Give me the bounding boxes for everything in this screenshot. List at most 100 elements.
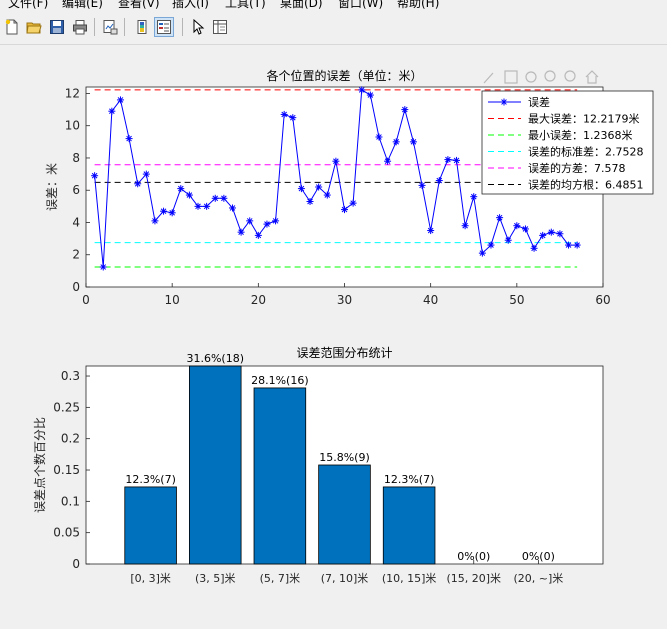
bar (318, 464, 371, 565)
legend-label: 误差的标准差：2.7528 (528, 145, 644, 159)
data-point (573, 241, 581, 249)
y-tick-label: 0.25 (53, 400, 80, 414)
bar-data-label: 12.3%(7) (125, 473, 176, 486)
menu-item-3[interactable]: 插入(I) (172, 0, 209, 10)
y-tick-label: 0 (72, 557, 80, 571)
marker-stroke (229, 205, 236, 211)
toolbar-separator (124, 18, 125, 36)
x-tick-label: 60 (595, 293, 610, 307)
y-tick-label: 10 (65, 119, 80, 133)
marker-stroke (160, 208, 167, 214)
marker-stroke (117, 97, 124, 103)
edit-plot-button[interactable] (188, 17, 208, 37)
data-point (220, 194, 228, 202)
bar-chart-axes: 0 0.05 0.1 0.15 0.2 0.25 0.3 [0, 3]米 12.3%(7) (3,… (32, 346, 604, 585)
bar (253, 387, 307, 565)
data-point (453, 156, 461, 164)
y-axis-label: 误差点个数百分比 (32, 417, 47, 513)
y-tick-label: 0.3 (61, 369, 80, 383)
menu-item-5[interactable]: 桌面(D) (280, 0, 323, 10)
data-point (194, 202, 202, 210)
x-tick-label: (5, 7]米 (260, 572, 301, 585)
marker-stroke (272, 218, 279, 224)
link-plot-button[interactable] (100, 17, 120, 37)
marker-stroke (488, 242, 494, 248)
marker-stroke (298, 185, 305, 192)
marker-stroke (358, 87, 365, 93)
data-point (349, 199, 357, 207)
menu-item-1[interactable]: 编辑(E) (62, 0, 103, 10)
marker-stroke (203, 203, 210, 210)
marker-stroke (402, 106, 408, 113)
data-point (461, 222, 469, 230)
data-point (125, 135, 133, 143)
colorbar-icon (134, 19, 150, 35)
print-figure-button[interactable] (70, 17, 90, 37)
y-tick-label: 6 (72, 183, 80, 197)
new-figure-button[interactable] (2, 17, 22, 37)
data-point (315, 183, 323, 191)
zoom-out-icon (564, 70, 576, 82)
data-point (341, 206, 348, 214)
menu-item-6[interactable]: 窗口(W) (338, 0, 384, 10)
x-tick-label: 10 (165, 293, 180, 307)
marker-stroke (501, 99, 507, 105)
marker-stroke (315, 184, 322, 190)
marker-stroke (445, 156, 451, 163)
data-point (116, 96, 124, 104)
data-point (530, 244, 538, 252)
data-point (237, 228, 245, 236)
y-tick-label: 0.1 (61, 494, 80, 508)
y-tick-label: 0.2 (61, 432, 80, 446)
menu-item-2[interactable]: 查看(V) (118, 0, 160, 10)
data-point (496, 214, 504, 222)
data-point (427, 227, 435, 235)
marker-stroke (479, 250, 486, 256)
x-tick-label: 50 (509, 293, 524, 307)
marker-stroke (557, 230, 563, 237)
marker-stroke (195, 203, 201, 210)
data-point (418, 181, 426, 189)
legend-icon (156, 19, 172, 35)
pan-icon (525, 71, 537, 83)
data-point (254, 231, 262, 239)
y-tick-label: 0 (72, 280, 80, 294)
data-point (289, 114, 297, 122)
marker-stroke (221, 195, 227, 202)
bar (188, 365, 242, 565)
marker-stroke (393, 139, 400, 145)
menu-item-4[interactable]: 工具(T) (225, 0, 266, 10)
menu-item-0[interactable]: 文件(F) (8, 0, 49, 10)
figure-canvas: 0 10 20 30 40 50 60024681012各个位置的误差（单位：米）误差：米误… (32, 68, 654, 585)
data-point (272, 217, 280, 225)
insert-colorbar-button[interactable] (132, 17, 152, 37)
marker-stroke (514, 222, 520, 229)
data-point (160, 207, 168, 215)
figure-toolbar (0, 10, 667, 45)
data-point (323, 191, 331, 199)
x-tick-label: 30 (337, 293, 352, 307)
save-figure-button[interactable] (47, 17, 67, 37)
axes-toolbar (483, 70, 599, 84)
property-inspector-button[interactable] (210, 17, 230, 37)
insert-legend-button[interactable] (154, 17, 174, 37)
marker-stroke (143, 171, 150, 177)
data-point (556, 230, 564, 238)
data-point (203, 202, 211, 210)
data-point (168, 209, 176, 217)
marker-stroke (436, 177, 443, 184)
line-chart-axes: 0 10 20 30 40 50 60 0 2 4 6 8 10 12 各个位置的误差（单位：米） 误差：米 误… (45, 68, 654, 307)
data-point (444, 156, 452, 164)
marker-stroke (548, 229, 555, 235)
data-point (513, 222, 521, 230)
open-file-button[interactable] (24, 17, 44, 37)
marker-stroke (505, 237, 512, 244)
legend-label: 误差的均方根：6.4851 (528, 178, 644, 192)
marker-stroke (470, 193, 477, 200)
marker-stroke (289, 114, 296, 121)
data-point (435, 177, 443, 185)
legend-box (481, 90, 654, 195)
menu-item-7[interactable]: 帮助(H) (397, 0, 440, 10)
legend-label: 最大误差：12.2179米 (528, 112, 640, 126)
x-tick-label: (20, ~]米 (513, 572, 563, 585)
